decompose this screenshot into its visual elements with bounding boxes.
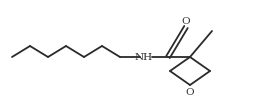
Text: O: O xyxy=(186,88,194,97)
Text: NH: NH xyxy=(135,53,153,62)
Text: O: O xyxy=(182,17,190,26)
